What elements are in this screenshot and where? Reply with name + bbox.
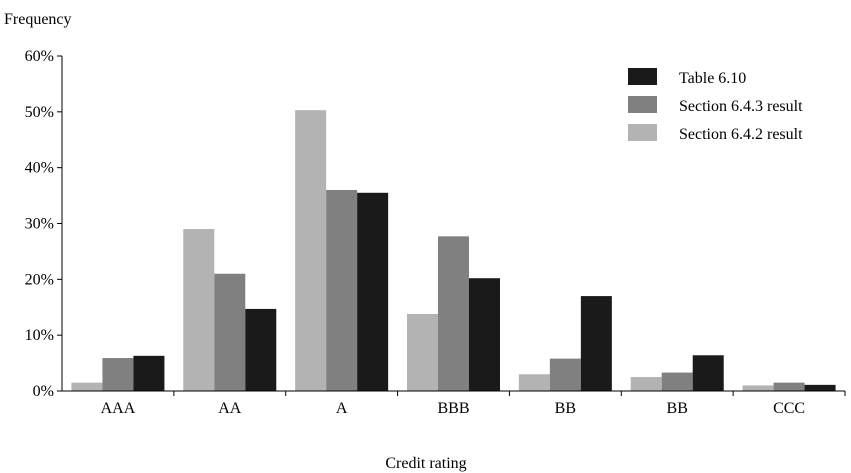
bar-section-6-4-2-result-bbb [407, 313, 438, 391]
legend-swatch [628, 96, 657, 113]
y-tick-label: 20% [25, 271, 54, 288]
legend-label: Table 6.10 [679, 70, 746, 87]
bar-table-6-10-ccc [804, 384, 836, 391]
bar-table-6-10-bb [692, 355, 724, 391]
bar-section-6-4-3-result-bbb [438, 236, 469, 391]
legend-label: Section 6.4.3 result [679, 98, 803, 115]
bar-section-6-4-2-result-bb [518, 374, 550, 391]
bar-table-6-10-bb [580, 296, 612, 391]
y-tick-label: 50% [25, 104, 54, 121]
y-axis-title: Frequency [4, 11, 72, 28]
bar-section-6-4-2-result-ccc [742, 385, 774, 391]
bar-section-6-4-2-result-aa [183, 229, 215, 391]
x-tick-label: BB [555, 400, 576, 417]
y-tick-label: 0% [33, 383, 54, 400]
bar-section-6-4-3-result-bb [661, 372, 693, 391]
bar-section-6-4-2-result-bb [630, 377, 662, 391]
y-axis-ticks: 0% 10% 20% 30% 40% 50% 60% [25, 48, 62, 400]
y-tick-label: 40% [25, 160, 54, 177]
bars [71, 110, 836, 392]
y-tick-label: 30% [25, 216, 54, 233]
x-axis-labels: AAA AA A BBB BB BB CCC [101, 391, 846, 417]
bar-table-6-10-aaa [133, 355, 165, 391]
legend-swatch [628, 124, 657, 141]
x-tick-label: BB [667, 400, 688, 417]
bar-section-6-4-2-result-aaa [71, 382, 103, 391]
x-tick-label: BBB [437, 400, 469, 417]
bar-section-6-4-3-result-aaa [102, 358, 134, 391]
x-tick-label: A [336, 400, 348, 417]
bar-table-6-10-bbb [469, 278, 500, 391]
bar-table-6-10-a [357, 192, 389, 391]
bar-section-6-4-3-result-ccc [773, 382, 805, 391]
legend: Table 6.10 Section 6.4.3 result Section 6.… [628, 68, 803, 143]
y-tick-label: 10% [25, 327, 54, 344]
bar-section-6-4-3-result-aa [214, 273, 246, 391]
x-axis-title: Credit rating [385, 455, 466, 472]
legend-swatch [628, 68, 657, 85]
x-tick-label: AA [218, 400, 242, 417]
bar-section-6-4-3-result-bb [549, 358, 581, 391]
bar-section-6-4-2-result-a [295, 110, 327, 392]
y-tick-label: 60% [25, 48, 54, 65]
bar-section-6-4-3-result-a [326, 190, 358, 391]
x-tick-label: CCC [773, 400, 805, 417]
x-tick-label: AAA [101, 400, 136, 417]
legend-label: Section 6.4.2 result [679, 126, 803, 143]
bar-table-6-10-aa [245, 308, 277, 391]
